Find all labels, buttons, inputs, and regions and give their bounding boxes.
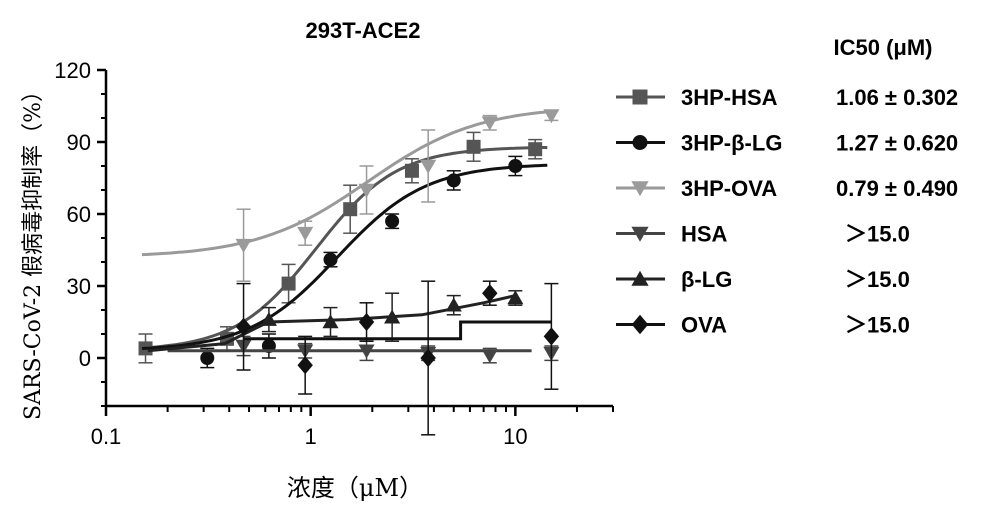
legend-entry: 3HP-β-LG 1.27 ± 0.620 <box>616 131 958 156</box>
legend-label: 3HP-HSA <box>681 85 778 110</box>
data-point <box>481 349 498 364</box>
data-point <box>297 356 313 375</box>
ic50-value: ＞15.0 <box>845 267 910 292</box>
data-point <box>281 276 296 291</box>
y-tick-label: 120 <box>54 58 91 83</box>
data-point <box>508 159 523 173</box>
data-point <box>404 163 419 178</box>
data-point <box>343 202 358 217</box>
y-tick-label: 30 <box>67 274 91 299</box>
ic50-value: 0.79 ± 0.490 <box>836 176 958 201</box>
series-OVA <box>235 280 560 436</box>
series-β-LG <box>147 290 524 353</box>
data-point <box>200 351 215 365</box>
x-tick-label: 1 <box>305 424 317 449</box>
series-3HP-OVA <box>141 109 560 282</box>
legend-marker <box>631 181 649 197</box>
data-point <box>323 252 338 267</box>
data-point <box>445 297 462 312</box>
legend-entry: 3HP-OVA 0.79 ± 0.490 <box>616 176 958 201</box>
legend-label: HSA <box>681 222 728 247</box>
legend-marker <box>631 314 649 335</box>
data-point <box>420 159 437 174</box>
y-axis-label: SARS-CoV-2 假病毒抑制率（%） <box>21 80 46 420</box>
data-point <box>385 214 400 229</box>
legend-marker <box>631 226 649 242</box>
legend-marker <box>632 135 648 150</box>
legend-entry: 3HP-HSA 1.06 ± 0.302 <box>616 85 958 110</box>
legend-entry: β-LG ＞15.0 <box>616 267 910 292</box>
series-line <box>147 294 516 353</box>
series-3HP-HSA <box>138 131 548 364</box>
legend-marker <box>632 89 648 105</box>
axes: 0 30 60 90 120 0.1 1 10 <box>54 58 614 449</box>
ic50-value: ＞15.0 <box>845 313 910 338</box>
series-layer <box>138 109 560 436</box>
series-3HP-β-LG <box>141 155 548 369</box>
data-point <box>543 327 560 346</box>
x-axis-label: 浓度（μM） <box>287 474 423 502</box>
y-tick-label: 90 <box>67 130 91 155</box>
series-line <box>141 110 548 257</box>
data-point <box>322 314 339 329</box>
x-tick-label: 0.1 <box>91 424 122 449</box>
legend-label: OVA <box>681 313 727 338</box>
chart-title: 293T-ACE2 <box>306 18 421 43</box>
ic50-value: 1.06 ± 0.302 <box>836 85 958 110</box>
data-point <box>466 139 481 154</box>
data-point <box>507 290 524 305</box>
series-line <box>243 320 552 341</box>
legend-marker <box>631 270 649 286</box>
data-point <box>528 142 543 157</box>
data-point <box>384 309 401 324</box>
data-point <box>420 348 436 368</box>
data-point <box>358 183 375 198</box>
data-point <box>482 284 498 303</box>
y-tick-label: 0 <box>79 346 91 371</box>
ic50-value: ＞15.0 <box>845 222 910 247</box>
x-tick-label: 10 <box>503 424 527 449</box>
ic50-value: 1.27 ± 0.620 <box>836 131 958 156</box>
ic50-header: IC50 (μM) <box>833 35 932 60</box>
y-tick-label: 60 <box>67 202 91 227</box>
data-point <box>543 109 560 124</box>
data-point <box>235 317 252 336</box>
legend-label: 3HP-β-LG <box>681 131 782 156</box>
legend-label: β-LG <box>681 267 732 292</box>
data-point <box>297 226 314 241</box>
legend-label: 3HP-OVA <box>681 176 777 201</box>
legend-entry: HSA ＞15.0 <box>616 222 910 247</box>
series-line <box>141 163 548 350</box>
data-point <box>235 238 252 253</box>
data-point <box>481 116 498 131</box>
data-point <box>446 173 461 188</box>
data-point <box>358 312 375 332</box>
data-point <box>358 344 375 359</box>
legend-entry: OVA ＞15.0 <box>616 313 910 338</box>
data-point <box>260 311 277 326</box>
